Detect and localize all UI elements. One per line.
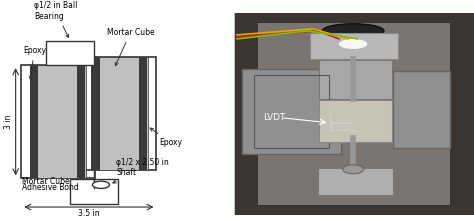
Circle shape (343, 165, 364, 174)
Bar (46, 41, 94, 65)
Bar (91, 57, 100, 170)
Circle shape (92, 181, 109, 189)
Bar (242, 69, 341, 154)
Bar (310, 33, 398, 59)
Bar (235, 13, 474, 215)
Text: φ1/2 x 2.50 in
Shaft: φ1/2 x 2.50 in Shaft (113, 158, 169, 183)
Text: Mortar Cube: Mortar Cube (22, 177, 69, 186)
Bar (83, 57, 156, 170)
Text: φ1/2 in Ball
Bearing: φ1/2 in Ball Bearing (34, 1, 78, 37)
Text: 3 in: 3 in (4, 115, 13, 129)
Bar (77, 65, 85, 178)
Text: Mortar Cube: Mortar Cube (107, 28, 154, 66)
Bar (235, 13, 474, 215)
Bar (254, 75, 329, 148)
Bar (30, 65, 38, 178)
Ellipse shape (339, 39, 367, 49)
Ellipse shape (322, 24, 384, 38)
Bar (30, 65, 86, 178)
Bar (319, 60, 392, 99)
Text: Epoxy: Epoxy (150, 128, 182, 147)
Bar (139, 57, 147, 170)
Bar (318, 168, 393, 194)
Bar (258, 23, 450, 205)
Text: Epoxy: Epoxy (23, 46, 46, 79)
Text: 3.5 in: 3.5 in (78, 209, 100, 218)
Bar (70, 179, 118, 204)
Text: Adhesive Bond: Adhesive Bond (22, 183, 79, 192)
Text: LVDT: LVDT (263, 113, 285, 122)
Bar (393, 71, 450, 148)
Bar (319, 100, 392, 142)
Bar (21, 65, 95, 178)
Bar (91, 57, 148, 170)
